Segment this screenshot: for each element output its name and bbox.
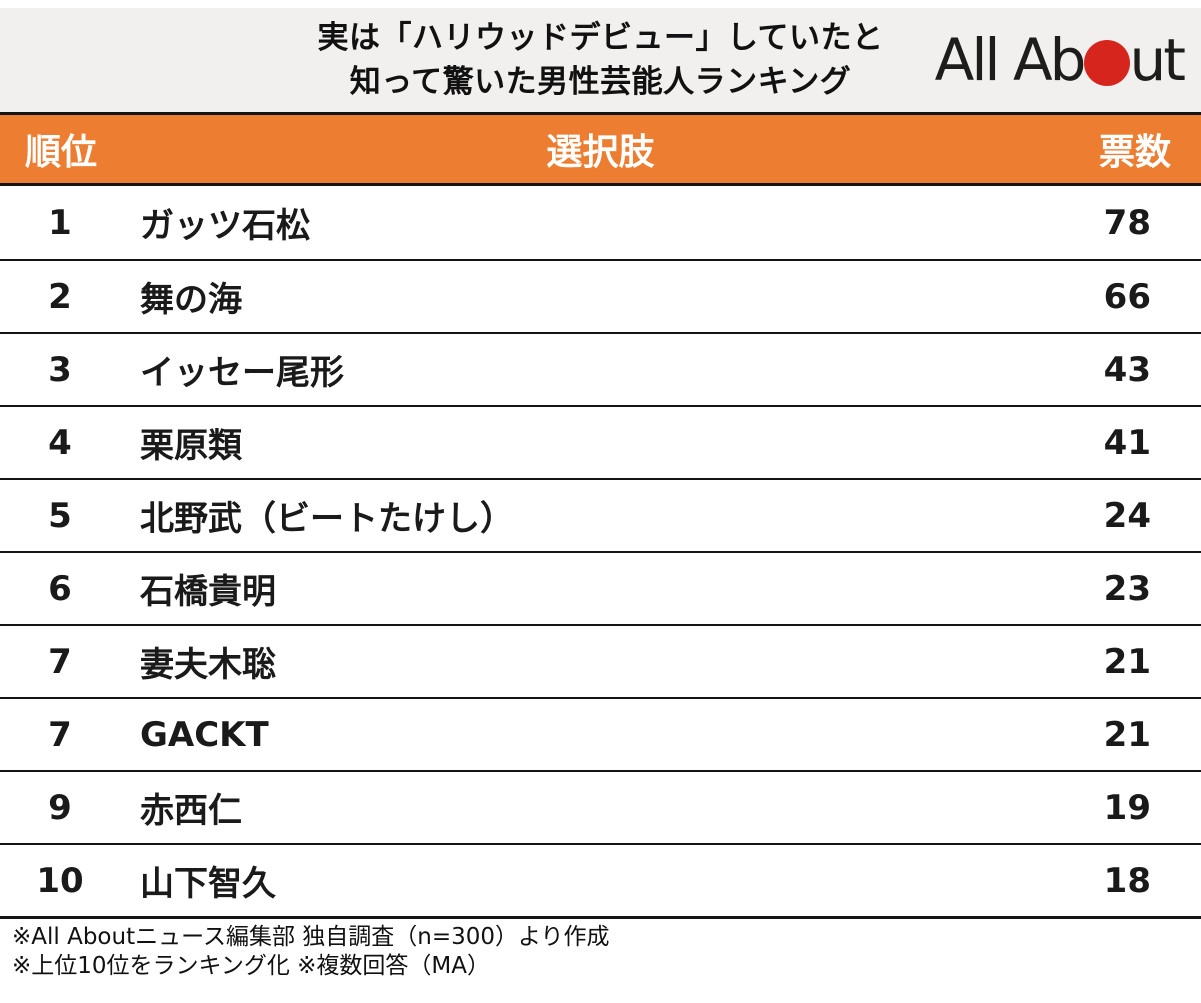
title-header: 実は「ハリウッドデビュー」していたと 知って驚いた男性芸能人ランキング All … xyxy=(0,8,1201,112)
name-cell: ガッツ石松 xyxy=(140,206,310,246)
title-line-1: 実は「ハリウッドデビュー」していたと xyxy=(317,20,884,56)
votes-cell: 23 xyxy=(1103,568,1151,609)
rank-cell: 9 xyxy=(48,787,72,828)
name-cell: 栗原類 xyxy=(140,426,242,466)
rank-cell: 5 xyxy=(48,495,72,536)
title-line-2: 知って驚いた男性芸能人ランキング xyxy=(349,64,852,100)
note-line-2: ※上位10位をランキング化 ※複数回答（MA） xyxy=(12,953,491,979)
ranking-title: 実は「ハリウッドデビュー」していたと 知って驚いた男性芸能人ランキング xyxy=(0,8,1201,104)
table-row: 10 山下智久 18 xyxy=(0,843,1201,916)
name-cell: GACKT xyxy=(140,714,269,755)
votes-cell: 66 xyxy=(1103,276,1151,317)
note-line-1: ※All Aboutニュース編集部 独自調査（n=300）より作成 xyxy=(12,924,610,950)
votes-cell: 19 xyxy=(1103,787,1151,828)
name-cell: 赤西仁 xyxy=(140,791,242,831)
table-row: 3 イッセー尾形 43 xyxy=(0,332,1201,405)
header-choice-label: 選択肢 xyxy=(546,132,655,173)
name-cell: 舞の海 xyxy=(140,280,242,320)
table-row: 6 石橋貴明 23 xyxy=(0,551,1201,624)
rank-cell: 7 xyxy=(48,714,72,755)
table-header-row: 順位 選択肢 票数 xyxy=(0,112,1201,186)
table-row: 1 ガッツ石松 78 xyxy=(0,186,1201,259)
name-cell: 北野武（ビートたけし） xyxy=(140,499,514,539)
votes-cell: 41 xyxy=(1103,422,1151,463)
table-row: 2 舞の海 66 xyxy=(0,259,1201,332)
name-cell: イッセー尾形 xyxy=(140,353,344,393)
votes-cell: 21 xyxy=(1103,714,1151,755)
rank-cell: 7 xyxy=(48,641,72,682)
table-rows: 1 ガッツ石松 78 2 舞の海 66 3 イッセー尾形 43 4 栗原類 41 5 北野武（ビートたけし… xyxy=(0,186,1201,916)
votes-cell: 24 xyxy=(1103,495,1151,536)
table-row: 5 北野武（ビートたけし） 24 xyxy=(0,478,1201,551)
rank-cell: 10 xyxy=(36,860,84,901)
ranking-table: 順位 選択肢 票数 1 ガッツ石松 78 2 舞の海 66 3 イッセー尾形 43 4 栗原類 41 5… xyxy=(0,112,1201,916)
header-rank-label: 順位 xyxy=(25,132,98,173)
rank-cell: 6 xyxy=(48,568,72,609)
name-cell: 山下智久 xyxy=(140,864,276,904)
logo-text-right: ut xyxy=(1129,26,1185,94)
allabout-logo: All Ab ut xyxy=(934,26,1186,94)
rank-cell: 2 xyxy=(48,276,72,317)
votes-cell: 21 xyxy=(1103,641,1151,682)
footer-notes: ※All Aboutニュース編集部 独自調査（n=300）より作成 ※上位10位… xyxy=(0,916,1201,992)
name-cell: 石橋貴明 xyxy=(140,572,276,612)
rank-cell: 1 xyxy=(48,202,72,243)
table-row: 4 栗原類 41 xyxy=(0,405,1201,478)
votes-cell: 78 xyxy=(1103,202,1151,243)
ranking-infographic: { "header": { "title_line1": "実は「ハリウッドデビ… xyxy=(0,8,1201,1003)
table-row: 9 赤西仁 19 xyxy=(0,770,1201,843)
name-cell: 妻夫木聡 xyxy=(140,645,276,685)
table-row: 7 妻夫木聡 21 xyxy=(0,624,1201,697)
votes-cell: 43 xyxy=(1103,349,1151,390)
header-votes-label: 票数 xyxy=(1098,132,1171,173)
logo-text-left: All Ab xyxy=(934,26,1087,94)
votes-cell: 18 xyxy=(1103,860,1151,901)
logo-dot-icon xyxy=(1084,40,1131,86)
table-row: 7 GACKT 21 xyxy=(0,697,1201,770)
rank-cell: 3 xyxy=(48,349,72,390)
rank-cell: 4 xyxy=(48,422,72,463)
